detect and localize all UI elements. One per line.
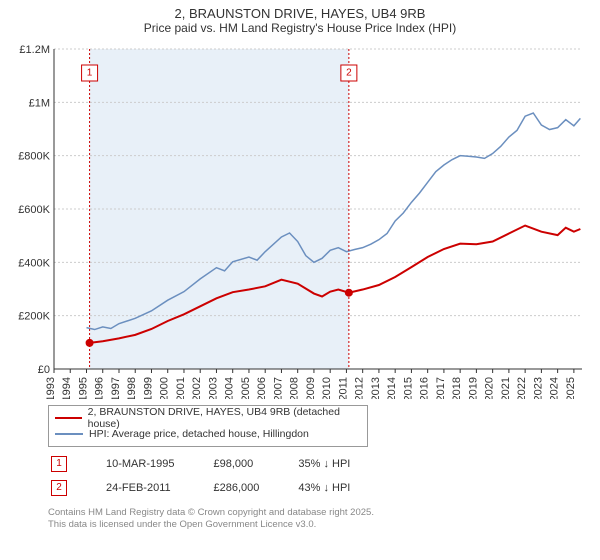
svg-text:2: 2	[346, 68, 352, 79]
svg-text:2012: 2012	[354, 377, 366, 399]
svg-text:£400K: £400K	[18, 257, 50, 269]
chart-title: 2, BRAUNSTON DRIVE, HAYES, UB4 9RB Price…	[0, 0, 600, 35]
footer-line1: Contains HM Land Registry data © Crown c…	[48, 507, 590, 519]
event-id-badge: 2	[51, 480, 67, 496]
svg-text:£200K: £200K	[18, 311, 50, 323]
svg-text:2001: 2001	[175, 377, 187, 399]
svg-text:£800K: £800K	[18, 151, 50, 163]
svg-text:1997: 1997	[110, 377, 122, 399]
event-row: 1 10-MAR-1995 £98,000 35% ↓ HPI	[50, 453, 386, 475]
svg-text:2017: 2017	[435, 377, 447, 399]
svg-text:2009: 2009	[305, 377, 317, 399]
event-delta: 35% ↓ HPI	[297, 453, 386, 475]
event-row: 2 24-FEB-2011 £286,000 43% ↓ HPI	[50, 477, 386, 499]
legend-box: 2, BRAUNSTON DRIVE, HAYES, UB4 9RB (deta…	[48, 405, 368, 447]
svg-text:1999: 1999	[142, 377, 154, 399]
svg-text:2016: 2016	[419, 377, 431, 399]
svg-text:1994: 1994	[61, 377, 73, 399]
event-price: £286,000	[212, 477, 295, 499]
svg-text:2004: 2004	[224, 377, 236, 399]
svg-text:1998: 1998	[126, 377, 138, 399]
legend-label: HPI: Average price, detached house, Hill…	[89, 428, 309, 440]
event-date: 10-MAR-1995	[105, 453, 210, 475]
svg-text:2019: 2019	[467, 377, 479, 399]
svg-text:2014: 2014	[386, 377, 398, 399]
svg-text:2008: 2008	[289, 377, 301, 399]
svg-text:£1M: £1M	[29, 97, 50, 109]
event-price: £98,000	[212, 453, 295, 475]
event-id-badge: 1	[51, 456, 67, 472]
svg-text:2005: 2005	[240, 377, 252, 399]
svg-text:2023: 2023	[532, 377, 544, 399]
svg-text:1993: 1993	[45, 377, 57, 399]
legend-row: 2, BRAUNSTON DRIVE, HAYES, UB4 9RB (deta…	[55, 410, 361, 426]
legend-swatch	[55, 433, 83, 435]
event-date: 24-FEB-2011	[105, 477, 210, 499]
svg-text:2020: 2020	[484, 377, 496, 399]
line-chart: £0 £200K £400K £600K £800K £1M £1.2M 1993 1994 19…	[10, 43, 588, 399]
svg-text:2006: 2006	[256, 377, 268, 399]
chart-container: £0 £200K £400K £600K £800K £1M £1.2M 1993 1994 19…	[10, 43, 590, 399]
svg-text:2021: 2021	[500, 377, 512, 399]
svg-text:2011: 2011	[337, 377, 349, 399]
svg-text:2025: 2025	[565, 377, 577, 399]
svg-text:2007: 2007	[272, 377, 284, 399]
svg-text:2000: 2000	[159, 377, 171, 399]
svg-text:2024: 2024	[549, 377, 561, 399]
footer-attribution: Contains HM Land Registry data © Crown c…	[48, 507, 590, 532]
svg-text:£1.2M: £1.2M	[19, 44, 50, 56]
svg-text:1996: 1996	[94, 377, 106, 399]
title-line1: 2, BRAUNSTON DRIVE, HAYES, UB4 9RB	[0, 6, 600, 21]
svg-text:2015: 2015	[402, 377, 414, 399]
svg-text:1995: 1995	[77, 377, 89, 399]
svg-text:2010: 2010	[321, 377, 333, 399]
legend-swatch	[55, 417, 82, 419]
svg-text:2013: 2013	[370, 377, 382, 399]
svg-text:£600K: £600K	[18, 204, 50, 216]
svg-text:£0: £0	[38, 364, 50, 376]
svg-text:2003: 2003	[207, 377, 219, 399]
events-table: 1 10-MAR-1995 £98,000 35% ↓ HPI 2 24-FEB…	[48, 451, 388, 501]
svg-text:2002: 2002	[191, 377, 203, 399]
svg-text:2022: 2022	[516, 377, 528, 399]
legend-label: 2, BRAUNSTON DRIVE, HAYES, UB4 9RB (deta…	[88, 406, 361, 430]
title-line2: Price paid vs. HM Land Registry's House …	[0, 21, 600, 35]
svg-text:1: 1	[87, 68, 93, 79]
svg-text:2018: 2018	[451, 377, 463, 399]
event-delta: 43% ↓ HPI	[297, 477, 386, 499]
footer-line2: This data is licensed under the Open Gov…	[48, 519, 590, 531]
